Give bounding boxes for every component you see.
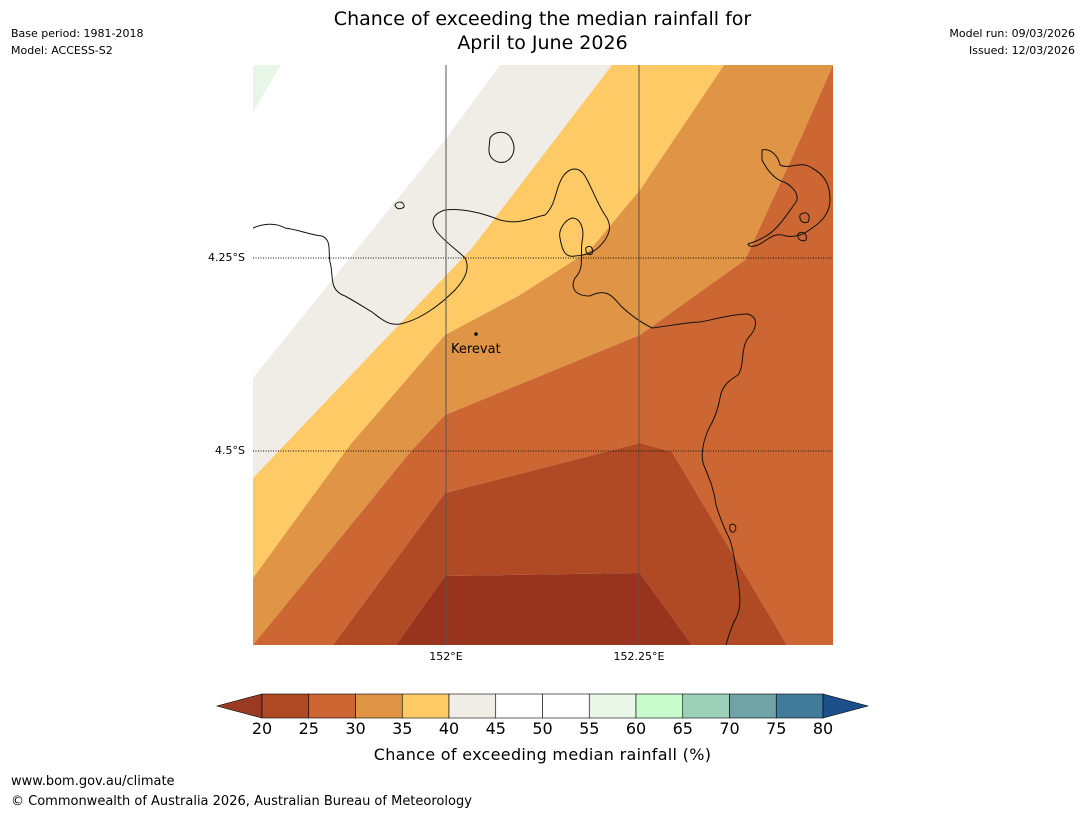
- title-line-1: Chance of exceeding the median rainfall …: [333, 8, 752, 30]
- footer-url: www.bom.gov.au/climate: [11, 774, 175, 789]
- colorbar-extend-low: [215, 693, 263, 719]
- colorbar-label: Chance of exceeding median rainfall (%): [373, 745, 712, 764]
- base-period: Base period: 1981-2018: [11, 27, 144, 40]
- coastline-east: [747, 149, 831, 247]
- coastline-main: [253, 168, 756, 645]
- colorbar-tick-25: 25: [298, 719, 319, 738]
- map-title: Chance of exceeding the median rainfall …: [0, 7, 1085, 55]
- colorbar-tick-40: 40: [438, 719, 460, 738]
- probability-zones: [253, 65, 833, 645]
- colorbar-segment-70-75: [729, 693, 777, 719]
- issued-date: Issued: 12/03/2026: [968, 44, 1075, 57]
- coastline-island-north: [488, 131, 515, 163]
- lat-label-4-25: 4.25°S: [208, 251, 245, 264]
- footer-copyright: © Commonwealth of Australia 2026, Austra…: [11, 794, 472, 809]
- colorbar-tick-80: 80: [812, 719, 834, 738]
- colorbar-tick-20: 20: [251, 719, 273, 738]
- colorbar-segment-65-70: [682, 693, 730, 719]
- colorbar-segment-40-45: [448, 693, 497, 719]
- model-run: Model run: 09/03/2026: [949, 27, 1075, 40]
- zone-30-35: [253, 65, 833, 645]
- zone-40-45: [253, 65, 612, 478]
- colorbar-tick-75: 75: [766, 719, 787, 738]
- meta-right: Model run: 09/03/2026 Issued: 12/03/2026: [949, 25, 1075, 59]
- colorbar-segment-60-65: [635, 693, 684, 719]
- lon-label-152-25: 152.25°E: [613, 650, 665, 663]
- colorbar-segment-35-40: [401, 693, 450, 719]
- town-marker: [474, 332, 478, 336]
- colorbar-tick-45: 45: [485, 719, 506, 738]
- colorbar-extend-high: [822, 693, 870, 719]
- colorbar-tick-65: 65: [672, 719, 693, 738]
- colorbar-tick-60: 60: [625, 719, 647, 738]
- coastline: [253, 131, 831, 645]
- zone-55-60: [253, 65, 281, 112]
- colorbar-tick-70: 70: [719, 719, 740, 738]
- zone-lt-20: [396, 573, 692, 645]
- town-label: Kerevat: [451, 342, 501, 357]
- coastline-east-islet-2: [799, 212, 810, 224]
- model-name: Model: ACCESS-S2: [11, 44, 113, 57]
- colorbar-tick-50: 50: [532, 719, 553, 738]
- lat-label-4-5: 4.5°S: [215, 444, 245, 457]
- colorbar-segment-55-60: [588, 693, 637, 719]
- colorbar-segment-45-50: [495, 693, 543, 719]
- colorbar-segment-25-30: [308, 693, 356, 719]
- title-line-2: April to June 2026: [457, 32, 628, 54]
- coastline-east-islet-1: [797, 231, 807, 242]
- colorbar-segment-30-35: [355, 693, 403, 719]
- gridlines: [253, 65, 833, 645]
- colorbar-segment-20-25: [261, 693, 310, 719]
- colorbar-tick-55: 55: [579, 719, 600, 738]
- colorbar-tick-35: 35: [392, 719, 413, 738]
- zone-35-40: [253, 65, 724, 578]
- colorbar-segment-50-55: [542, 693, 590, 719]
- coastline-islet-1: [394, 201, 405, 210]
- colorbar-tick-30: 30: [345, 719, 366, 738]
- zone-25-30: [253, 65, 833, 645]
- colorbar-segment-75-80: [775, 693, 824, 719]
- coastline-east-islet-3: [729, 523, 737, 533]
- meta-left: Base period: 1981-2018 Model: ACCESS-S2: [11, 25, 143, 59]
- coastline-islet-2: [585, 245, 593, 255]
- lon-label-152: 152°E: [429, 650, 463, 663]
